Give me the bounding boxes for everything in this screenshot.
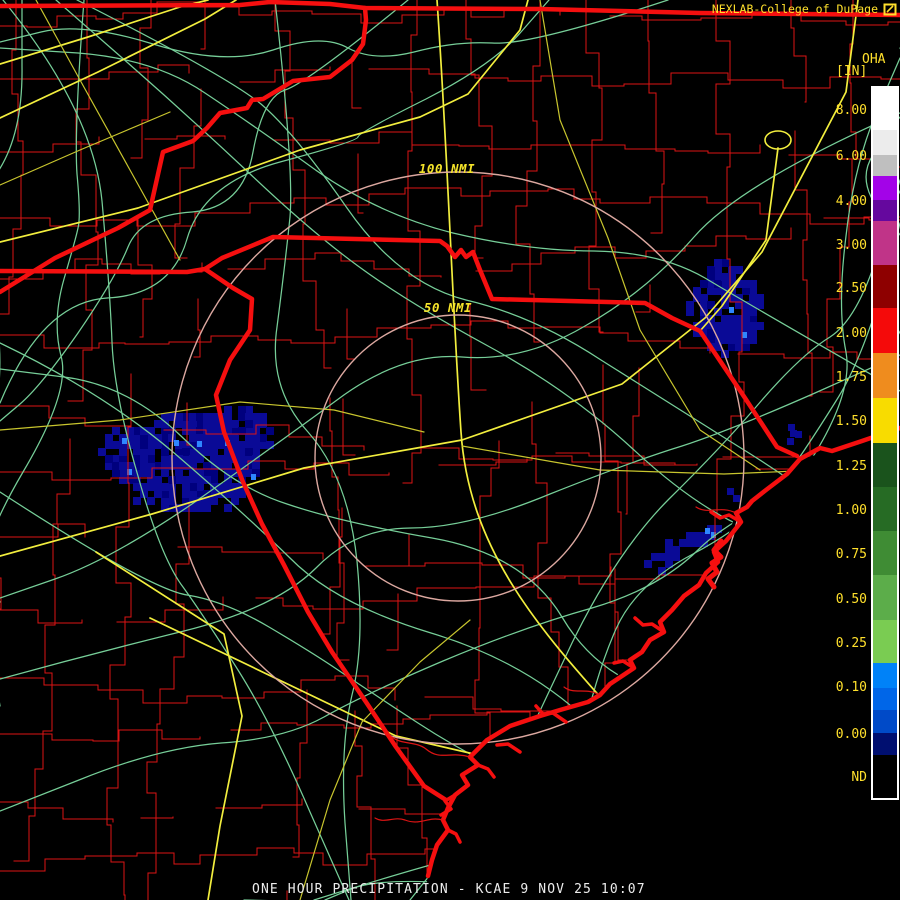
legend-segment (873, 130, 897, 155)
legend-segment (873, 531, 897, 575)
legend-segment (873, 710, 897, 733)
legend-label: 4.00 (835, 194, 867, 209)
legend-label: 0.00 (835, 727, 867, 742)
legend-label: 0.25 (835, 636, 867, 651)
legend-label: 0.75 (835, 547, 867, 562)
precip-legend-bar (871, 86, 899, 800)
legend-segment (873, 443, 897, 487)
range-rings (171, 171, 745, 745)
legend-label: 1.50 (835, 414, 867, 429)
range-ring (171, 171, 745, 745)
banner-text: NEXLAB-College of DuPage (711, 2, 878, 16)
legend-segment (873, 88, 897, 130)
product-code-label: OHA (862, 52, 886, 67)
state-boundaries (0, 0, 900, 879)
legend-segment (873, 688, 897, 710)
ocean (424, 428, 900, 900)
legend-segment (873, 200, 897, 221)
legend-label: 3.00 (835, 238, 867, 253)
legend-segment (873, 176, 897, 200)
legend-segment (873, 308, 897, 353)
legend-label: 1.00 (835, 503, 867, 518)
status-bar: ONE HOUR PRECIPITATION - KCAE 9 NOV 25 1… (252, 882, 646, 897)
legend-label: 2.50 (835, 281, 867, 296)
site-banner: NEXLAB-College of DuPage (712, 2, 878, 16)
legend-segment (873, 620, 897, 663)
legend-label: 1.75 (835, 370, 867, 385)
legend-label: 0.50 (835, 592, 867, 607)
legend-label: 6.00 (835, 149, 867, 164)
status-text: ONE HOUR PRECIPITATION - KCAE 9 NOV 25 1… (252, 882, 646, 897)
legend-segment (873, 487, 897, 531)
legend-segment (873, 663, 897, 688)
product-units-label: [IN] (836, 64, 868, 79)
cod-logo-icon (883, 1, 897, 20)
range-ring-label-50nmi: 50 NMI (423, 300, 473, 315)
legend-label: 0.10 (835, 680, 867, 695)
legend-segment (873, 398, 897, 443)
legend-segment (873, 755, 897, 798)
range-ring-label-100nmi: 100 NMI (418, 161, 476, 176)
legend-segment (873, 353, 897, 398)
legend-label: 1.25 (835, 459, 867, 474)
legend-segment (873, 265, 897, 308)
legend-segment (873, 733, 897, 755)
legend-segment (873, 575, 897, 620)
range-ring (314, 314, 602, 602)
legend-label: ND (851, 770, 867, 785)
legend-label: 8.00 (835, 103, 867, 118)
legend-segment (873, 155, 897, 176)
legend-label: 2.00 (835, 326, 867, 341)
beltway-ring (764, 130, 792, 150)
legend-segment (873, 221, 897, 265)
